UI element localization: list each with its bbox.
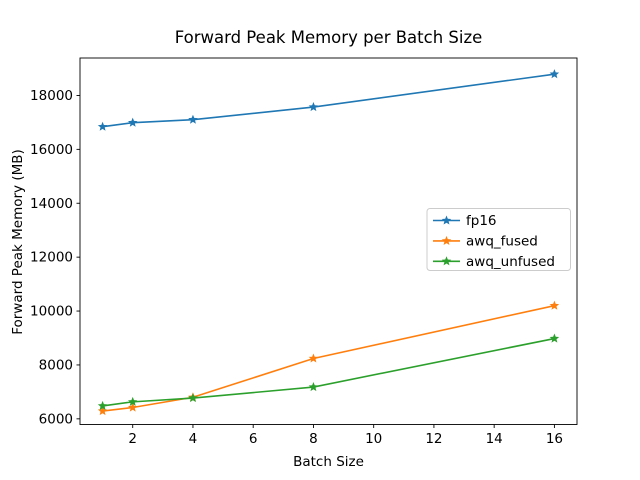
data-point-marker-fp16 (97, 121, 108, 131)
data-point-marker-awq_fused (308, 353, 319, 363)
data-point-marker-awq_unfused (127, 396, 138, 406)
x-axis-label: Batch Size (293, 454, 364, 470)
y-tick-label: 18000 (30, 88, 73, 104)
chart-title: Forward Peak Memory per Batch Size (175, 28, 483, 47)
legend-label-awq_fused: awq_fused (466, 233, 538, 249)
data-point-marker-fp16 (549, 69, 560, 79)
legend-label-fp16: fp16 (466, 213, 497, 229)
legend-marker-fp16 (441, 215, 452, 225)
x-tick-label: 12 (425, 431, 442, 447)
data-point-marker-fp16 (127, 117, 138, 127)
x-tick-label: 10 (365, 431, 382, 447)
data-point-marker-awq_unfused (188, 393, 198, 403)
data-point-marker-fp16 (188, 114, 198, 124)
legend-label-awq_unfused: awq_unfused (466, 254, 555, 270)
data-point-marker-fp16 (308, 102, 319, 112)
y-tick-label: 8000 (39, 357, 73, 373)
data-point-marker-awq_fused (97, 406, 108, 416)
legend-box (426, 208, 571, 271)
x-tick-label: 6 (249, 431, 258, 447)
y-tick-label: 14000 (30, 196, 73, 212)
data-point-marker-awq_unfused (97, 400, 108, 410)
x-tick-label: 2 (128, 431, 137, 447)
data-point-marker-awq_fused (127, 402, 138, 412)
x-tick-label: 4 (189, 431, 198, 447)
legend-marker-awq_fused (441, 235, 452, 245)
y-tick-label: 16000 (30, 142, 73, 158)
legend-marker-awq_unfused (441, 256, 452, 266)
x-tick-label: 14 (486, 431, 503, 447)
x-tick-label: 8 (309, 431, 318, 447)
y-axis-label: Forward Peak Memory (MB) (10, 149, 26, 335)
y-tick-label: 6000 (39, 411, 73, 427)
plot-area: 2 4 6 8 10 12 14 16 6000 8000 10000 12000 14000 16000… (30, 57, 578, 447)
data-point-marker-awq_fused (549, 300, 560, 310)
x-tick-label: 16 (546, 431, 563, 447)
y-tick-label: 12000 (30, 250, 73, 266)
y-tick-label: 10000 (30, 304, 73, 320)
data-point-marker-awq_unfused (308, 382, 319, 392)
data-point-marker-awq_unfused (549, 333, 560, 343)
